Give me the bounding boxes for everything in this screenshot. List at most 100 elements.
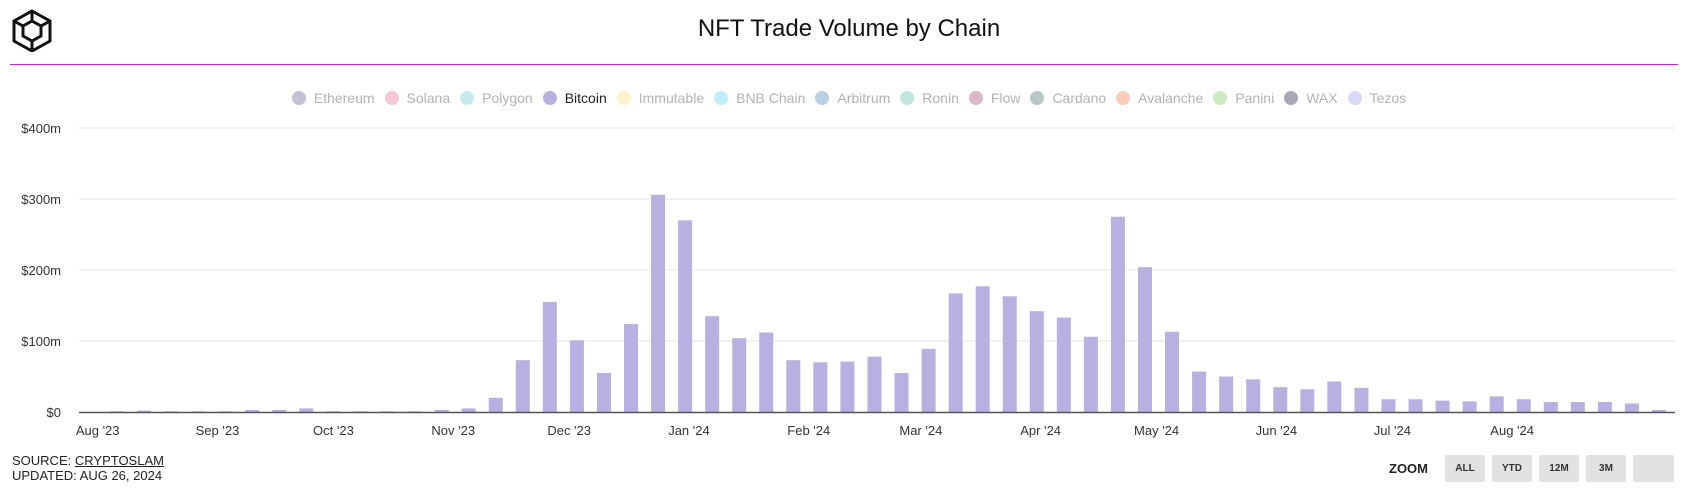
legend-label: Panini	[1235, 90, 1275, 106]
legend-swatch	[714, 91, 729, 105]
legend-swatch	[542, 91, 557, 105]
bar	[1543, 402, 1558, 412]
legend-item-flow[interactable]: Flow	[968, 90, 1021, 106]
bar	[948, 293, 963, 412]
x-tick-label: Jun '24	[1256, 423, 1298, 438]
updated-date: UPDATED: AUG 26, 2024	[12, 468, 163, 483]
legend-item-avalanche[interactable]: Avalanche	[1116, 90, 1203, 106]
legend-label: Arbitrum	[837, 90, 891, 106]
title-divider	[10, 64, 1678, 65]
bar	[867, 356, 882, 412]
bar	[1192, 371, 1207, 412]
legend-label: Solana	[406, 90, 451, 106]
bar	[1435, 400, 1450, 412]
bar	[1354, 387, 1369, 412]
bar	[894, 372, 909, 412]
legend-item-bnb-chain[interactable]: BNB Chain	[714, 90, 805, 106]
x-tick-label: Apr '24	[1020, 423, 1061, 438]
bar	[813, 362, 828, 412]
source-note: SOURCE: CRYPTOSLAM UPDATED: AUG 26, 2024	[12, 453, 164, 483]
x-tick-label: Mar '24	[899, 423, 942, 438]
zoom-3m-button[interactable]: 3M	[1586, 455, 1626, 482]
bar-chart: $0 $100m $200m $300m $400m Aug '23 Sep '23 Oct …	[21, 121, 1675, 438]
legend-swatch	[1030, 91, 1045, 105]
legend-swatch	[900, 91, 915, 105]
bar	[678, 220, 693, 412]
legend-item-ethereum[interactable]: Ethereum	[291, 90, 375, 106]
x-tick-label: May '24	[1134, 423, 1179, 438]
bar	[921, 348, 936, 412]
legend-item-panini[interactable]: Panini	[1213, 90, 1274, 106]
bar	[1597, 402, 1612, 412]
bar	[840, 361, 855, 412]
bar	[1624, 403, 1639, 412]
bar	[1083, 336, 1098, 412]
legend-item-immutable[interactable]: Immutable	[616, 90, 704, 106]
bar	[461, 408, 476, 412]
legend-label: Avalanche	[1138, 90, 1204, 106]
legend-item-polygon[interactable]: Polygon	[460, 90, 533, 106]
bar	[1056, 317, 1071, 412]
legend-label: Ronin	[922, 90, 959, 106]
bar	[975, 286, 990, 412]
bar	[1002, 296, 1017, 412]
x-tick-label: Oct '23	[313, 423, 354, 438]
bar	[1652, 409, 1666, 412]
zoom-all-button[interactable]: ALL	[1445, 455, 1485, 482]
source-prefix: SOURCE:	[12, 453, 72, 468]
bar	[380, 411, 395, 412]
bar	[624, 323, 638, 412]
bar	[1165, 331, 1180, 412]
legend-label: WAX	[1306, 90, 1338, 106]
bar	[407, 411, 422, 412]
x-tick-label: Jan '24	[668, 423, 710, 438]
x-tick-label: Jul '24	[1374, 423, 1411, 438]
bar	[245, 409, 260, 412]
zoom-12m-button[interactable]: 12M	[1539, 455, 1579, 482]
bar	[732, 338, 747, 412]
bar	[299, 408, 314, 412]
bar	[326, 411, 341, 412]
bar	[1381, 399, 1396, 412]
chart-title: NFT Trade Volume by Chain	[697, 15, 1001, 42]
legend-label: Tezos	[1369, 90, 1407, 106]
legend-swatch	[384, 91, 399, 105]
bar	[1029, 311, 1044, 412]
legend-label: Ethereum	[313, 90, 375, 106]
legend-item-wax[interactable]: WAX	[1284, 90, 1338, 106]
bar	[1110, 216, 1125, 412]
x-tick-label: Feb '24	[787, 423, 830, 438]
bar	[164, 411, 179, 412]
zoom-custom-button[interactable]	[1633, 455, 1674, 482]
bar	[1300, 389, 1315, 412]
bar	[1273, 387, 1288, 412]
bar	[786, 360, 801, 412]
bar	[542, 301, 557, 412]
bar	[515, 360, 530, 412]
x-tick-label: Aug '23	[76, 423, 120, 438]
zoom-ytd-button[interactable]: YTD	[1492, 455, 1532, 482]
legend-label: Cardano	[1052, 90, 1107, 106]
source-link[interactable]: CRYPTOSLAM	[74, 453, 164, 468]
legend-swatch	[1116, 91, 1131, 105]
bar	[1570, 402, 1585, 412]
legend-item-tezos[interactable]: Tezos	[1347, 90, 1407, 106]
bar	[1219, 376, 1234, 412]
legend-item-arbitrum[interactable]: Arbitrum	[815, 90, 890, 106]
bar	[272, 409, 287, 412]
x-tick-label: Sep '23	[196, 423, 240, 438]
y-tick-label: $0	[47, 405, 61, 420]
legend-label: Flow	[990, 90, 1021, 106]
y-tick-label: $100m	[21, 334, 61, 349]
legend-swatch	[616, 91, 631, 105]
legend-item-cardano[interactable]: Cardano	[1030, 90, 1106, 106]
legend-item-ronin[interactable]: Ronin	[900, 90, 959, 106]
legend-swatch	[968, 91, 983, 105]
bar	[1489, 396, 1504, 412]
x-tick-label: Aug '24	[1490, 423, 1534, 438]
bar	[1327, 381, 1342, 412]
zoom-controls: ZOOM ALL YTD 12M 3M	[1389, 455, 1674, 482]
bar	[705, 316, 720, 412]
legend-item-solana[interactable]: Solana	[384, 90, 451, 106]
legend-item-bitcoin[interactable]: Bitcoin	[542, 90, 607, 106]
